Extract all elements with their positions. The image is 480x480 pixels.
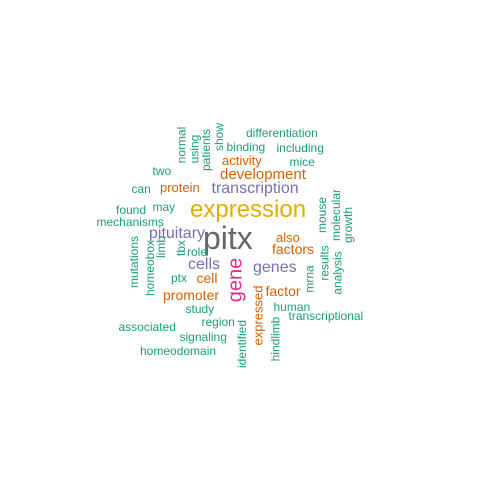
word-also: also [276,229,300,245]
word-homeodomain: homeodomain [140,344,217,358]
word-protein: protein [160,179,200,195]
word-study: study [185,302,215,316]
word-identified: identified [235,319,250,369]
word-homeobox: homeobox [143,239,158,297]
word-two: two [152,164,172,178]
word-cell: cell [196,270,218,286]
word-transcription: transcription [211,180,299,197]
word-found: found [116,203,147,217]
word-region: region [201,315,235,329]
word-tbx: tbx [174,239,189,257]
word-signaling: signaling [179,330,227,344]
word-associated: associated [118,320,176,334]
word-differentiation: differentiation [246,126,318,140]
word-growth: growth [341,206,356,244]
word-show: show [212,122,227,152]
word-cells: cells [188,256,221,273]
word-mice: mice [289,155,315,169]
word-gene: gene [223,257,246,303]
word-human: human [273,300,311,314]
word-factors: factors [272,241,315,257]
word-mouse: mouse [315,196,330,234]
word-development: development [220,165,306,183]
word-ptx: ptx [171,271,188,285]
word-mechanisms: mechanisms [96,215,164,229]
word-analysis: analysis [330,251,345,295]
word-factor: factor [265,283,301,299]
word-may: may [152,200,176,214]
word-patients: patients [199,128,214,172]
word-activity: activity [222,152,262,168]
word-using: using [186,134,201,164]
word-pituitary: pituitary [149,225,206,242]
word-role: role [187,245,208,259]
word-mutations: mutations [127,235,142,289]
word-binding: binding [226,140,266,154]
word-mrna: mrna [302,265,317,293]
word-normal: normal [173,126,188,164]
word-can: can [131,182,151,196]
word-including: including [276,141,324,155]
word-genes: genes [253,259,297,276]
word-promoter: promoter [163,287,220,303]
word-transcriptional: transcriptional [288,309,364,323]
word-expressed: expressed [250,285,266,345]
word-pitx: pitx [203,220,253,256]
word-results: results [317,245,332,281]
word-hindlimb: hindlimb [267,316,282,362]
word-expression: expression [190,196,307,223]
